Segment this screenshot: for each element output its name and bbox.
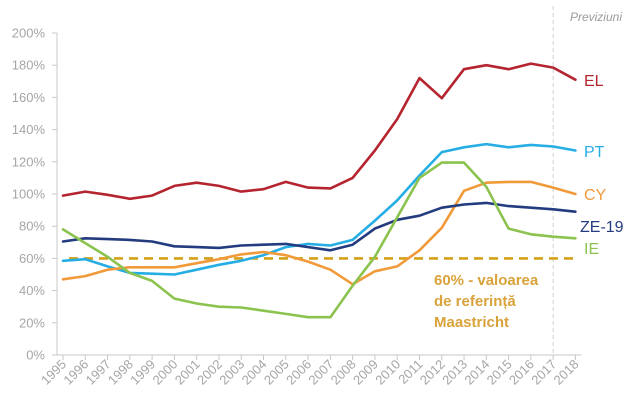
- x-tick-label: 2018: [551, 357, 582, 388]
- series-label-ie: IE: [584, 241, 599, 258]
- reference-label: 60% - valoarea de referință Maastricht: [434, 272, 542, 331]
- y-tick-label: 40%: [19, 283, 45, 298]
- y-axis: 0% 20% 40% 60% 80% 100% 120% 140% 160% 180% 200%: [12, 26, 58, 363]
- y-tick-label: 180%: [12, 58, 46, 73]
- series-labels: EL PT CY ZE-19 IE: [580, 73, 624, 258]
- y-tick-label: 120%: [12, 154, 46, 169]
- series-label-cy: CY: [584, 187, 607, 204]
- series-label-el: EL: [584, 73, 604, 90]
- reference-label-line-2: de referință: [434, 293, 516, 310]
- y-tick-label: 160%: [12, 90, 46, 105]
- y-tick-label: 20%: [19, 315, 45, 330]
- series-line-el: [61, 62, 577, 201]
- forecast-label: Previziuni: [570, 10, 622, 24]
- series-label-ze-19: ZE-19: [580, 219, 624, 236]
- y-tick-label: 100%: [12, 187, 46, 202]
- reference-label-line-3: Maastricht: [434, 314, 509, 331]
- reference-label-line-1: 60% - valoarea: [434, 272, 539, 289]
- y-tick-label: 200%: [12, 26, 46, 41]
- series-line-ze-19: [61, 201, 577, 252]
- y-tick-label: 140%: [12, 122, 46, 137]
- series-line-pt: [61, 142, 577, 276]
- y-tick-label: 80%: [19, 219, 45, 234]
- y-tick-label: 0%: [26, 348, 45, 363]
- x-axis: 1995199619971998199920002001200220032004…: [38, 354, 582, 388]
- series-line-cy: [61, 180, 577, 286]
- series-group: [61, 62, 577, 319]
- y-tick-label: 60%: [19, 251, 45, 266]
- series-label-pt: PT: [584, 144, 605, 161]
- series-line-ie: [61, 161, 577, 319]
